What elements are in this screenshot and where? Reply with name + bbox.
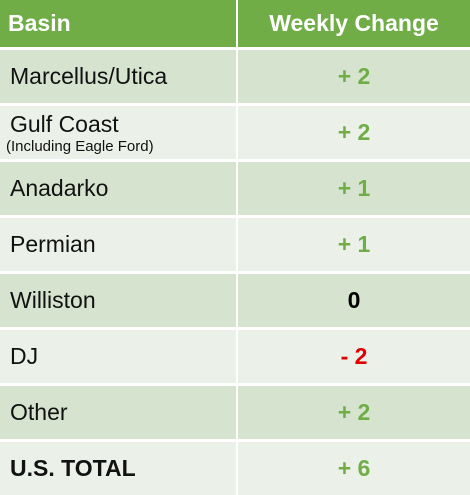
change-cell: + 1 — [238, 218, 470, 271]
basin-note: (Including Eagle Ford) — [6, 137, 154, 155]
change-cell: + 2 — [238, 106, 470, 159]
basin-cell: Gulf Coast (Including Eagle Ford) — [0, 106, 236, 159]
header-change: Weekly Change — [238, 0, 470, 47]
change-cell: 0 — [238, 274, 470, 327]
basin-cell: Marcellus/Utica — [0, 50, 236, 103]
basin-cell: Williston — [0, 274, 236, 327]
basin-cell: DJ — [0, 330, 236, 383]
basin-cell: Other — [0, 386, 236, 439]
change-cell: + 2 — [238, 386, 470, 439]
basin-cell: Anadarko — [0, 162, 236, 215]
basin-name: Gulf Coast — [10, 110, 119, 137]
change-cell: + 1 — [238, 162, 470, 215]
header-basin: Basin — [0, 0, 236, 47]
basin-cell: Permian — [0, 218, 236, 271]
change-cell: + 6 — [238, 442, 470, 495]
change-cell: - 2 — [238, 330, 470, 383]
change-cell: + 2 — [238, 50, 470, 103]
basin-cell: U.S. TOTAL — [0, 442, 236, 495]
